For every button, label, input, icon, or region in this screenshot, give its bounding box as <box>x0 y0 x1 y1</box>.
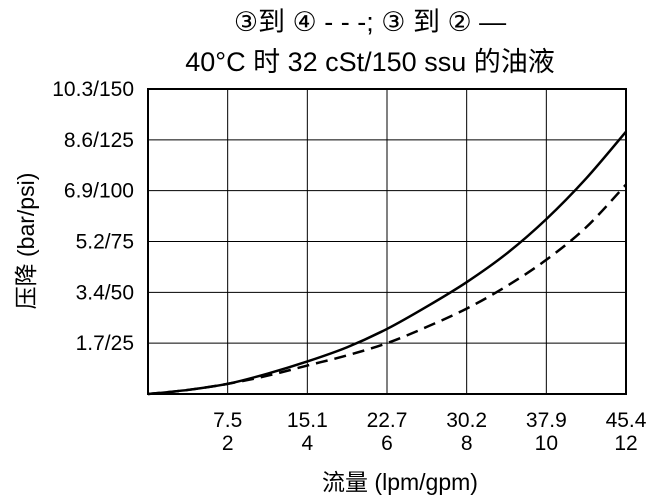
x-tick-label-gpm: 10 <box>535 432 558 455</box>
y-tick-label: 1.7/25 <box>76 332 134 355</box>
x-tick-label-lpm: 15.1 <box>287 409 328 432</box>
chart-title-line1: ③到 ④ - - -; ③ 到 ② — <box>234 7 506 37</box>
x-tick-label-gpm: 12 <box>614 432 637 455</box>
plot-frame <box>147 88 627 395</box>
x-tick-label-gpm: 2 <box>222 432 234 455</box>
x-tick-label-lpm: 30.2 <box>446 409 487 432</box>
x-tick-labels: 7.52 15.14 22.76 30.28 37.910 45.412 <box>213 409 647 455</box>
x-tick-label-lpm: 37.9 <box>526 409 567 432</box>
y-tick-labels: 1.7/25 3.4/50 5.2/75 6.9/100 8.6/125 10.3/150 <box>52 78 134 355</box>
x-tick-label-gpm: 6 <box>381 432 393 455</box>
series-line-dashed <box>147 183 627 396</box>
grid <box>148 88 627 394</box>
series-group <box>147 130 627 396</box>
x-tick-label-lpm: 22.7 <box>367 409 408 432</box>
y-tick-label: 10.3/150 <box>52 78 134 101</box>
x-axis-label: 流量 (lpm/gpm) <box>322 469 478 495</box>
x-tick-label-lpm: 7.5 <box>213 409 242 432</box>
chart-title-line2: 40°C 时 32 cSt/150 ssu 的油液 <box>185 47 554 77</box>
x-tick-label-lpm: 45.4 <box>606 409 647 432</box>
x-tick-label-gpm: 8 <box>461 432 473 455</box>
y-tick-label: 8.6/125 <box>64 129 134 152</box>
x-tick-label-gpm: 4 <box>301 432 313 455</box>
y-tick-label: 5.2/75 <box>76 231 134 254</box>
y-tick-label: 6.9/100 <box>64 180 134 203</box>
y-axis-label: 压降 (bar/psi) <box>13 173 39 310</box>
y-tick-label: 3.4/50 <box>76 281 134 304</box>
